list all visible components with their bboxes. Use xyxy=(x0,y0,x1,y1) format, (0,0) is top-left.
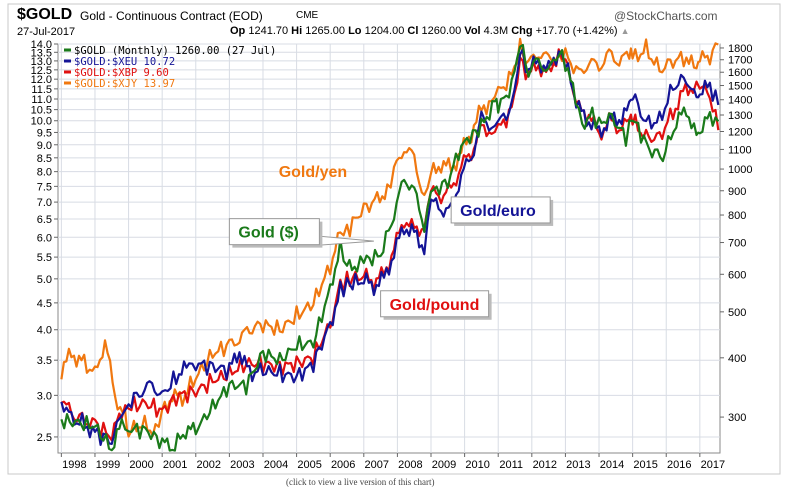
right-tick-label: 1500 xyxy=(728,81,752,93)
high-value: 1265.00 xyxy=(305,25,345,37)
volume-label: Vol xyxy=(464,25,481,37)
right-tick-label: 1600 xyxy=(728,67,752,79)
right-tick-label: 800 xyxy=(728,210,746,222)
high-label: Hi xyxy=(291,25,303,37)
x-tick-label: 2009 xyxy=(432,459,456,471)
right-tick-label: 600 xyxy=(728,269,746,281)
x-tick-label: 1999 xyxy=(96,459,120,471)
change-value: +17.70 (+1.42%) xyxy=(535,25,618,37)
annotation-box xyxy=(450,196,551,224)
left-tick-label: 10.5 xyxy=(31,105,52,117)
legend-entry: $GOLD:$XJY 13.97 xyxy=(74,78,175,90)
left-tick-label: 2.5 xyxy=(37,432,52,444)
x-tick-label: 2017 xyxy=(701,459,725,471)
x-tick-label: 2011 xyxy=(499,459,523,471)
right-tick-label: 1400 xyxy=(728,95,752,107)
ticker-symbol: $GOLD xyxy=(17,6,73,23)
stockcharts-credit: @StockCharts.com xyxy=(614,9,718,23)
left-tick-label: 3.5 xyxy=(37,355,52,367)
right-tick-label: 1800 xyxy=(728,43,752,55)
x-tick-label: 2003 xyxy=(230,459,254,471)
annotation-box xyxy=(228,218,320,246)
x-tick-label: 2005 xyxy=(297,459,321,471)
left-tick-label: 9.5 xyxy=(37,127,52,139)
x-tick-label: 2014 xyxy=(600,459,624,471)
x-tick-label: 2008 xyxy=(398,459,422,471)
left-tick-label: 7.5 xyxy=(37,181,52,193)
right-tick-label: 300 xyxy=(728,412,746,424)
right-tick-label: 400 xyxy=(728,353,746,365)
left-tick-label: 6.0 xyxy=(37,232,52,244)
left-tick-label: 3.0 xyxy=(37,390,52,402)
left-tick-label: 5.0 xyxy=(37,274,52,286)
x-tick-label: 2016 xyxy=(667,459,691,471)
right-tick-label: 500 xyxy=(728,307,746,319)
series-line-0 xyxy=(60,43,720,452)
volume-value: 4.3M xyxy=(483,25,509,37)
collapse-arrow-icon[interactable]: ▲ xyxy=(620,26,630,36)
left-tick-label: 4.5 xyxy=(37,298,52,310)
right-tick-label: 1000 xyxy=(728,164,752,176)
quote-date: 27-Jul-2017 xyxy=(17,26,76,38)
left-tick-label: 5.5 xyxy=(37,252,52,264)
left-tick-label: 14.0 xyxy=(31,39,52,51)
exchange-label: CME xyxy=(296,10,319,21)
left-tick-label: 7.0 xyxy=(37,197,52,209)
left-tick-label: 13.0 xyxy=(31,56,52,68)
close-value: 1260.00 xyxy=(421,25,462,37)
x-tick-label: 2015 xyxy=(633,459,657,471)
x-tick-label: 2013 xyxy=(566,459,590,471)
right-tick-label: 1200 xyxy=(728,126,752,138)
annotation-box xyxy=(380,290,490,318)
legend-entry: $GOLD:$XEU 10.72 xyxy=(74,56,175,68)
annotation-label: Gold/yen xyxy=(279,164,347,181)
outer-border xyxy=(7,3,781,475)
open-label: Op xyxy=(230,25,246,37)
right-tick-label: 700 xyxy=(728,238,746,250)
legend-entry: $GOLD:$XBP 9.60 xyxy=(74,67,169,79)
x-tick-label: 2004 xyxy=(264,459,288,471)
series-line-1 xyxy=(60,48,720,446)
left-tick-label: 8.5 xyxy=(37,153,52,165)
left-tick-label: 10.0 xyxy=(31,116,52,128)
ticker-description: Gold - Continuous Contract (EOD) xyxy=(80,9,263,23)
series-line-2 xyxy=(60,48,720,442)
x-tick-label: 2002 xyxy=(197,459,221,471)
annotation-label: Gold ($) xyxy=(238,225,298,242)
footnote-link[interactable]: (click to view a live version of this ch… xyxy=(286,477,435,487)
low-value: 1204.00 xyxy=(364,25,405,37)
left-tick-label: 12.0 xyxy=(31,74,52,86)
plot-area xyxy=(57,43,721,454)
close-label: Cl xyxy=(407,25,419,37)
left-tick-label: 9.0 xyxy=(37,140,52,152)
right-tick-label: 1100 xyxy=(728,144,752,156)
annotation-label: Gold/pound xyxy=(390,297,480,314)
x-tick-label: 2010 xyxy=(465,459,489,471)
x-tick-label: 2007 xyxy=(365,459,389,471)
ohlc-readout: Op 1241.70 Hi 1265.00 Lo 1204.00 Cl 1260… xyxy=(230,25,630,37)
x-tick-label: 2001 xyxy=(163,459,187,471)
left-tick-label: 11.0 xyxy=(31,94,52,106)
annotation-label: Gold/euro xyxy=(460,203,536,220)
x-tick-label: 1998 xyxy=(62,459,86,471)
left-tick-label: 4.0 xyxy=(37,325,52,337)
left-tick-label: 12.5 xyxy=(31,65,52,77)
left-tick-label: 13.5 xyxy=(31,47,52,59)
left-tick-label: 6.5 xyxy=(37,214,52,226)
x-tick-label: 2006 xyxy=(331,459,355,471)
right-tick-label: 900 xyxy=(728,186,746,198)
left-tick-label: 11.5 xyxy=(31,84,52,96)
x-tick-label: 2012 xyxy=(533,459,557,471)
right-tick-label: 1700 xyxy=(728,55,752,67)
x-tick-label: 2000 xyxy=(129,459,153,471)
left-tick-label: 8.0 xyxy=(37,167,52,179)
change-label: Chg xyxy=(511,25,533,37)
open-value: 1241.70 xyxy=(248,25,289,37)
right-tick-label: 1300 xyxy=(728,110,752,122)
legend-entry: $GOLD (Monthly) 1260.00 (27 Jul) xyxy=(74,45,276,57)
low-label: Lo xyxy=(348,25,362,37)
